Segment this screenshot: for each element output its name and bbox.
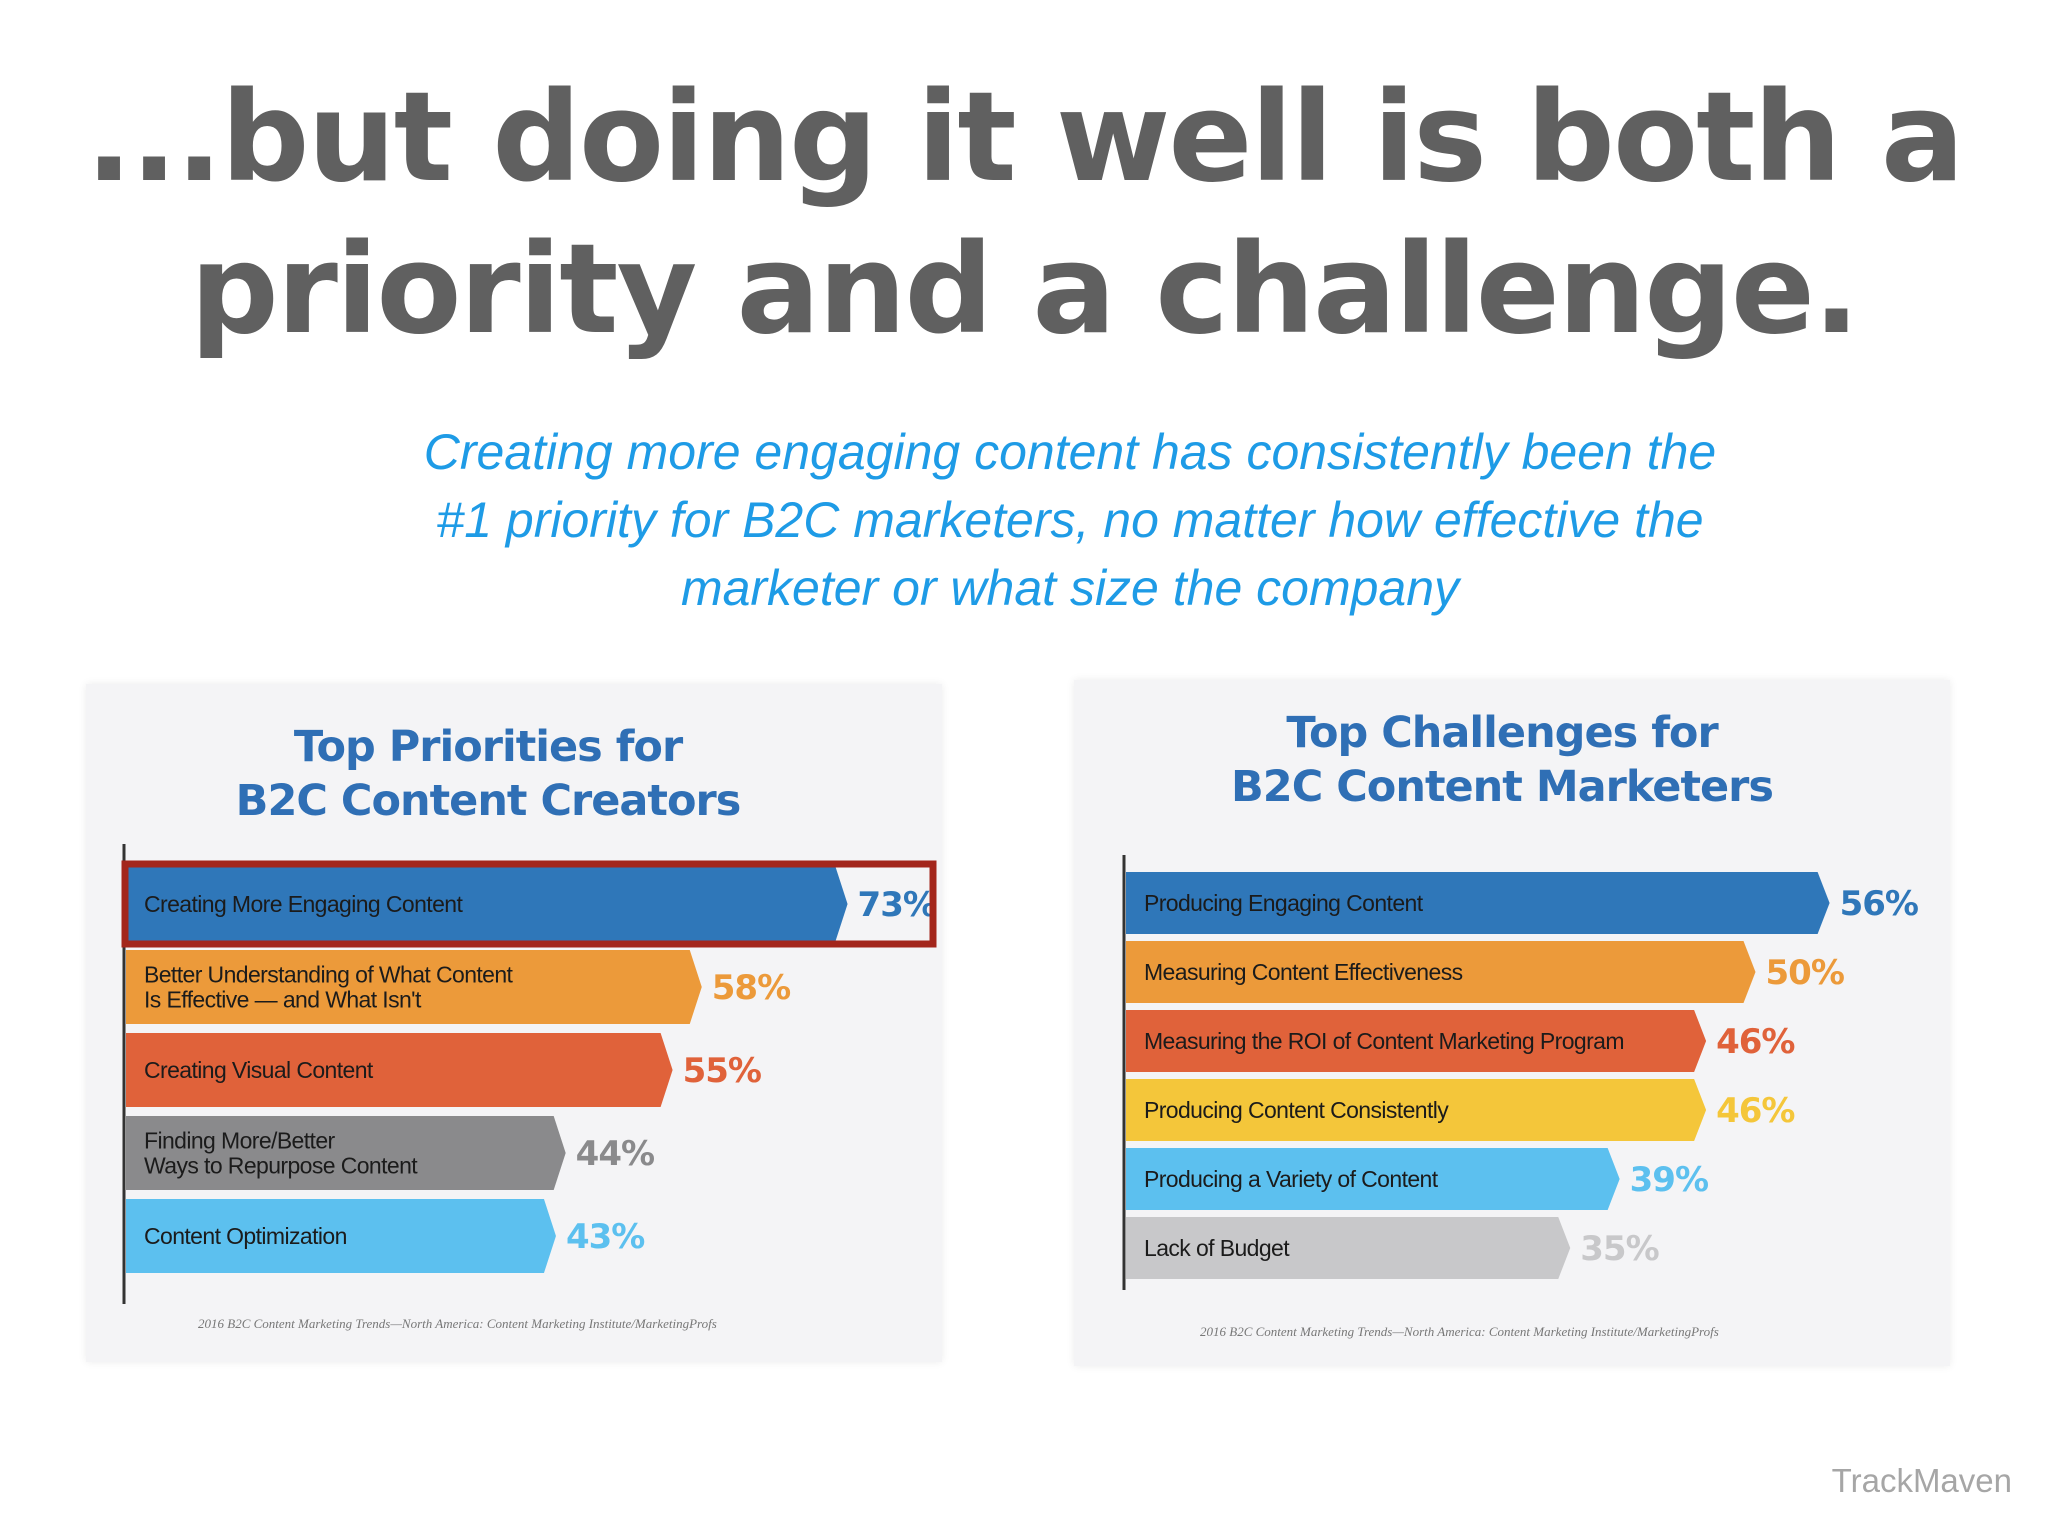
value-label: 55%	[683, 1051, 761, 1091]
value-label: 50%	[1766, 953, 1844, 993]
bar-0-0	[126, 867, 848, 941]
chart-title-line: B2C Content Creators	[235, 776, 742, 826]
category-label: Measuring Content Effectiveness	[1144, 959, 1463, 985]
category-label: Content Optimization	[144, 1223, 347, 1249]
category-label: Creating More Engaging Content	[144, 891, 463, 917]
bar-1-1	[1126, 941, 1756, 1003]
value-label: 44%	[576, 1134, 654, 1174]
category-label: Creating Visual Content	[144, 1057, 374, 1083]
category-label: Measuring the ROI of Content Marketing P…	[1144, 1028, 1624, 1054]
highlight-box	[121, 860, 937, 948]
category-label: Better Understanding of What Content Is E…	[144, 962, 514, 1013]
slide-title-line: priority and a challenge.	[189, 218, 1860, 362]
bar-0-4	[126, 1199, 556, 1273]
bar-1-3	[1126, 1079, 1707, 1141]
category-label: Producing Content Consistently	[1144, 1097, 1449, 1123]
chart-source: 2016 B2C Content Marketing Trends—North …	[1200, 1324, 1719, 1339]
chart-source: 2016 B2C Content Marketing Trends—North …	[198, 1316, 717, 1331]
value-label: 39%	[1630, 1160, 1708, 1200]
value-label: 35%	[1580, 1229, 1658, 1269]
priorities-bar-chart: Creating More Engaging Content 73% Better …	[121, 844, 937, 1304]
slide-title: ...but doing it well is both a priority …	[0, 62, 2048, 366]
value-label: 56%	[1840, 884, 1918, 924]
subtitle-line: marketer or what size the company	[680, 560, 1460, 616]
bar-1-5	[1126, 1217, 1571, 1279]
subtitle-line: Creating more engaging content has consi…	[423, 424, 1717, 480]
value-label: 46%	[1716, 1022, 1794, 1062]
priorities-chart-title: Top Priorities for B2C Content Creators	[60, 720, 916, 828]
challenges-chart-card: Top Challenges for B2C Content Marketers…	[1074, 680, 1950, 1366]
value-label: 58%	[712, 968, 790, 1008]
challenges-chart-title: Top Challenges for B2C Content Marketers	[1064, 706, 1940, 814]
chart-title-line: Top Challenges for	[1286, 708, 1718, 758]
bar-1-2	[1126, 1010, 1707, 1072]
value-label: 73%	[858, 885, 936, 925]
bar-0-3	[126, 1116, 566, 1190]
category-label: Producing Engaging Content	[1144, 890, 1424, 916]
slide-title-line: ...but doing it well is both a	[85, 66, 1964, 210]
subtitle-line: #1 priority for B2C marketers, no matter…	[436, 492, 1704, 548]
challenges-bar-chart: Producing Engaging Content 56% Measuring C…	[1122, 855, 1919, 1290]
bar-0-2	[126, 1033, 673, 1107]
chart-title-line: Top Priorities for	[293, 722, 683, 772]
priorities-chart-card: Top Priorities for B2C Content Creators …	[86, 684, 942, 1362]
category-label: Producing a Variety of Content	[1144, 1166, 1439, 1192]
chart-title-line: B2C Content Marketers	[1231, 762, 1774, 812]
category-label: Lack of Budget	[1144, 1235, 1290, 1261]
bar-0-1	[126, 950, 702, 1024]
category-label: Finding More/Better Ways to Repurpose Con…	[144, 1128, 418, 1179]
bar-1-4	[1126, 1148, 1620, 1210]
value-label: 43%	[566, 1217, 644, 1257]
slide-subtitle: Creating more engaging content has consi…	[300, 418, 1840, 622]
bar-1-0	[1126, 872, 1830, 934]
brand-logo: TrackMaven	[1831, 1462, 2012, 1499]
value-label: 46%	[1716, 1091, 1794, 1131]
